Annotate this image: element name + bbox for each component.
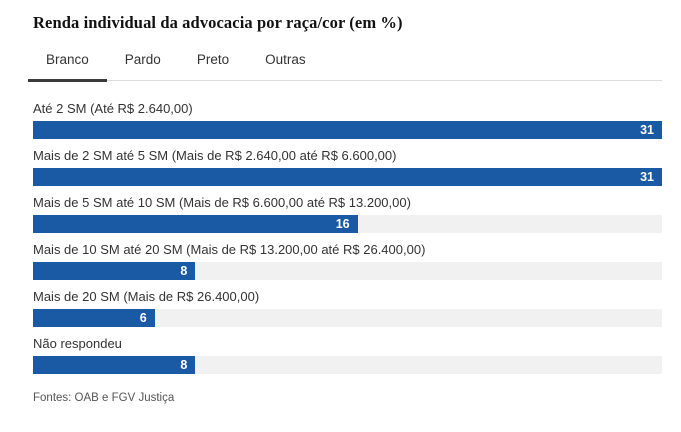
- bar-value-label: 31: [640, 170, 654, 184]
- bar-track: 8: [33, 262, 662, 280]
- bar: 16: [33, 215, 358, 233]
- bar-track: 6: [33, 309, 662, 327]
- category-label: Mais de 5 SM até 10 SM (Mais de R$ 6.600…: [33, 195, 411, 210]
- bar: 31: [33, 121, 662, 139]
- chart-widget: Renda individual da advocacia por raça/c…: [28, 13, 662, 374]
- category-label: Mais de 10 SM até 20 SM (Mais de R$ 13.2…: [33, 242, 426, 257]
- bar-value-label: 8: [180, 358, 188, 372]
- bar-row: Mais de 10 SM até 20 SM (Mais de R$ 13.2…: [33, 242, 662, 280]
- bar-row: Mais de 5 SM até 10 SM (Mais de R$ 6.600…: [33, 195, 662, 233]
- category-label: Até 2 SM (Até R$ 2.640,00): [33, 101, 193, 116]
- bar-track: 8: [33, 356, 662, 374]
- source-note: Fontes: OAB e FGV Justiça: [33, 392, 175, 404]
- category-label: Mais de 20 SM (Mais de R$ 26.400,00): [33, 289, 260, 304]
- bar-value-label: 16: [335, 217, 350, 231]
- bar: 8: [33, 262, 196, 280]
- bar-value-label: 8: [180, 264, 188, 278]
- category-label: Não respondeu: [33, 336, 122, 351]
- bar-value-label: 6: [139, 311, 147, 325]
- bar: 8: [33, 356, 196, 374]
- bar-row: Mais de 20 SM (Mais de R$ 26.400,00) 6: [33, 289, 662, 327]
- bar: 6: [33, 309, 155, 327]
- tab-pardo[interactable]: Pardo: [107, 47, 179, 82]
- bar-row: Até 2 SM (Até R$ 2.640,00) 31: [33, 101, 662, 139]
- bar-track: 31: [33, 168, 662, 186]
- bar-value-label: 31: [640, 123, 654, 137]
- chart-title: Renda individual da advocacia por raça/c…: [33, 13, 403, 32]
- tab-preto[interactable]: Preto: [179, 47, 247, 82]
- bar-row: Não respondeu 8: [33, 336, 662, 374]
- bar: 31: [33, 168, 662, 186]
- bar-track: 16: [33, 215, 662, 233]
- bar-track: 31: [33, 121, 662, 139]
- tab-branco[interactable]: Branco: [28, 47, 107, 82]
- category-label: Mais de 2 SM até 5 SM (Mais de R$ 2.640,…: [33, 148, 397, 163]
- tab-bar: Branco Pardo Preto Outras: [28, 47, 662, 82]
- bar-chart: Até 2 SM (Até R$ 2.640,00) 31 Mais de 2 …: [33, 101, 662, 374]
- bar-row: Mais de 2 SM até 5 SM (Mais de R$ 2.640,…: [33, 148, 662, 186]
- tab-outras[interactable]: Outras: [247, 47, 324, 82]
